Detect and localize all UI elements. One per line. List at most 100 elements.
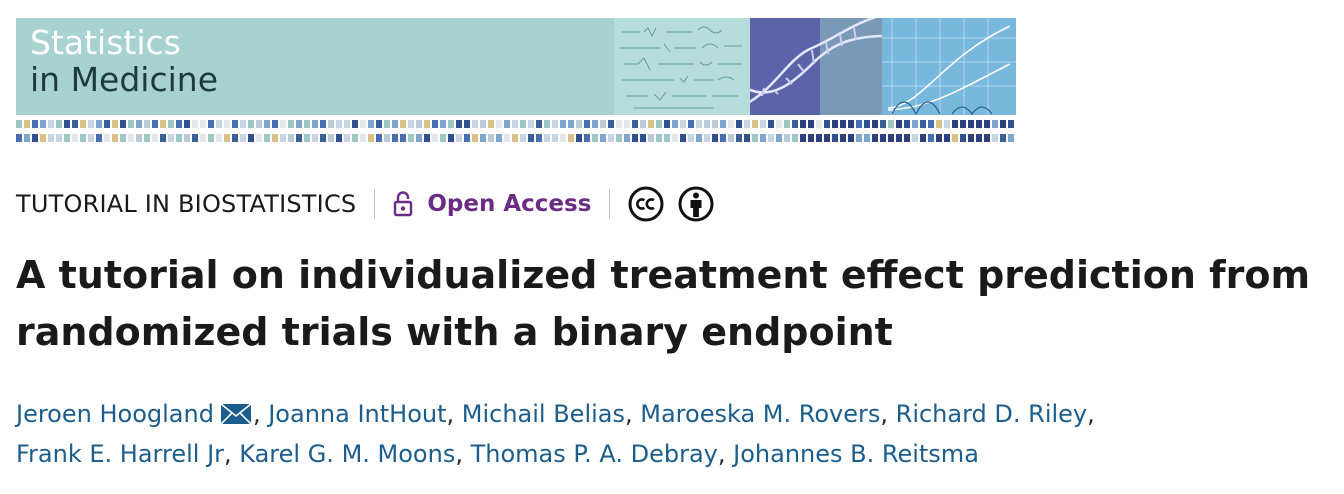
decorative-dot bbox=[496, 120, 502, 128]
license-icons[interactable] bbox=[628, 186, 714, 222]
decorative-dot bbox=[648, 120, 654, 128]
decorative-dot bbox=[240, 134, 246, 142]
decorative-dot bbox=[816, 120, 822, 128]
decorative-dot bbox=[656, 120, 662, 128]
attribution-icon[interactable] bbox=[678, 186, 714, 222]
decorative-dot bbox=[896, 120, 902, 128]
decorative-dot bbox=[176, 134, 182, 142]
decorative-dot bbox=[992, 120, 998, 128]
creative-commons-icon[interactable] bbox=[628, 186, 664, 222]
decorative-dot bbox=[200, 134, 206, 142]
decorative-dot bbox=[936, 134, 942, 142]
decorative-dot bbox=[168, 134, 174, 142]
decorative-dot bbox=[704, 120, 710, 128]
decorative-dot bbox=[464, 120, 470, 128]
decorative-dot bbox=[920, 120, 926, 128]
decorative-dot bbox=[696, 134, 702, 142]
decorative-dot bbox=[400, 134, 406, 142]
decorative-dot bbox=[1008, 120, 1014, 128]
decorative-dot bbox=[240, 120, 246, 128]
decorative-dot bbox=[848, 134, 854, 142]
decorative-dot bbox=[728, 120, 734, 128]
journal-banner[interactable]: Statistics in Medicine bbox=[16, 18, 1016, 115]
decorative-dot bbox=[872, 134, 878, 142]
decorative-dot bbox=[72, 134, 78, 142]
decorative-dot bbox=[24, 134, 30, 142]
author-link[interactable]: Joanna IntHout bbox=[268, 400, 447, 428]
decorative-dot bbox=[32, 120, 38, 128]
author-link[interactable]: Johannes B. Reitsma bbox=[733, 440, 979, 468]
decorative-dot bbox=[384, 134, 390, 142]
decorative-dot bbox=[504, 134, 510, 142]
decorative-dot bbox=[224, 120, 230, 128]
decorative-dot bbox=[816, 134, 822, 142]
decorative-dot bbox=[744, 134, 750, 142]
decorative-dot bbox=[32, 134, 38, 142]
decorative-dot bbox=[320, 134, 326, 142]
decorative-dot bbox=[416, 120, 422, 128]
decorative-dot bbox=[632, 134, 638, 142]
open-access-badge[interactable]: Open Access bbox=[393, 191, 591, 217]
decorative-dot bbox=[992, 134, 998, 142]
decorative-dot bbox=[440, 120, 446, 128]
decorative-dot bbox=[896, 134, 902, 142]
author-link[interactable]: Karel G. M. Moons bbox=[239, 440, 456, 468]
decorative-dot bbox=[968, 134, 974, 142]
decorative-dot bbox=[248, 134, 254, 142]
decorative-dot bbox=[544, 120, 550, 128]
author-link[interactable]: Maroeska M. Rovers bbox=[640, 400, 881, 428]
decorative-dot bbox=[80, 120, 86, 128]
decorative-dot bbox=[704, 134, 710, 142]
decorative-dot bbox=[928, 120, 934, 128]
journal-name: Statistics in Medicine bbox=[30, 24, 218, 98]
decorative-dot bbox=[984, 134, 990, 142]
decorative-dot bbox=[432, 134, 438, 142]
decorative-dot bbox=[344, 120, 350, 128]
decorative-dot bbox=[568, 134, 574, 142]
decorative-dot bbox=[160, 120, 166, 128]
author-link[interactable]: Thomas P. A. Debray bbox=[470, 440, 718, 468]
decorative-dot bbox=[216, 120, 222, 128]
decorative-dot bbox=[456, 134, 462, 142]
decorative-dot bbox=[952, 134, 958, 142]
decorative-dot bbox=[840, 134, 846, 142]
decorative-dot bbox=[280, 134, 286, 142]
open-access-label: Open Access bbox=[427, 191, 592, 217]
decorative-dot bbox=[536, 134, 542, 142]
decorative-dot bbox=[584, 120, 590, 128]
decorative-dot bbox=[1000, 120, 1006, 128]
decorative-dot bbox=[296, 134, 302, 142]
decorative-dot bbox=[904, 120, 910, 128]
decorative-dot bbox=[960, 120, 966, 128]
author-link[interactable]: Jeroen Hoogland bbox=[16, 400, 214, 428]
decorative-dot bbox=[192, 120, 198, 128]
decorative-dot bbox=[944, 120, 950, 128]
email-envelope-icon[interactable] bbox=[220, 403, 252, 425]
decorative-dot bbox=[864, 120, 870, 128]
decorative-dot bbox=[376, 120, 382, 128]
decorative-dot bbox=[144, 120, 150, 128]
decorative-dot bbox=[904, 134, 910, 142]
decorative-dot bbox=[296, 120, 302, 128]
journal-name-line2: in Medicine bbox=[30, 60, 218, 99]
decorative-dot bbox=[184, 134, 190, 142]
decorative-dot bbox=[112, 120, 118, 128]
decorative-dot bbox=[976, 134, 982, 142]
decorative-dot bbox=[40, 120, 46, 128]
decorative-dot bbox=[88, 134, 94, 142]
decorative-dot bbox=[272, 120, 278, 128]
decorative-dot bbox=[264, 120, 270, 128]
journal-name-line1: Statistics bbox=[30, 23, 181, 62]
decorative-dot bbox=[16, 120, 22, 128]
decorative-dot bbox=[480, 120, 486, 128]
decorative-dot bbox=[944, 134, 950, 142]
author-link[interactable]: Frank E. Harrell Jr bbox=[16, 440, 225, 468]
decorative-dot bbox=[696, 120, 702, 128]
divider bbox=[374, 189, 376, 219]
decorative-dot bbox=[328, 134, 334, 142]
author-link[interactable]: Michail Belias bbox=[461, 400, 625, 428]
decorative-dot bbox=[848, 120, 854, 128]
decorative-dot bbox=[888, 134, 894, 142]
author-link[interactable]: Richard D. Riley bbox=[895, 400, 1088, 428]
decorative-dot bbox=[304, 120, 310, 128]
